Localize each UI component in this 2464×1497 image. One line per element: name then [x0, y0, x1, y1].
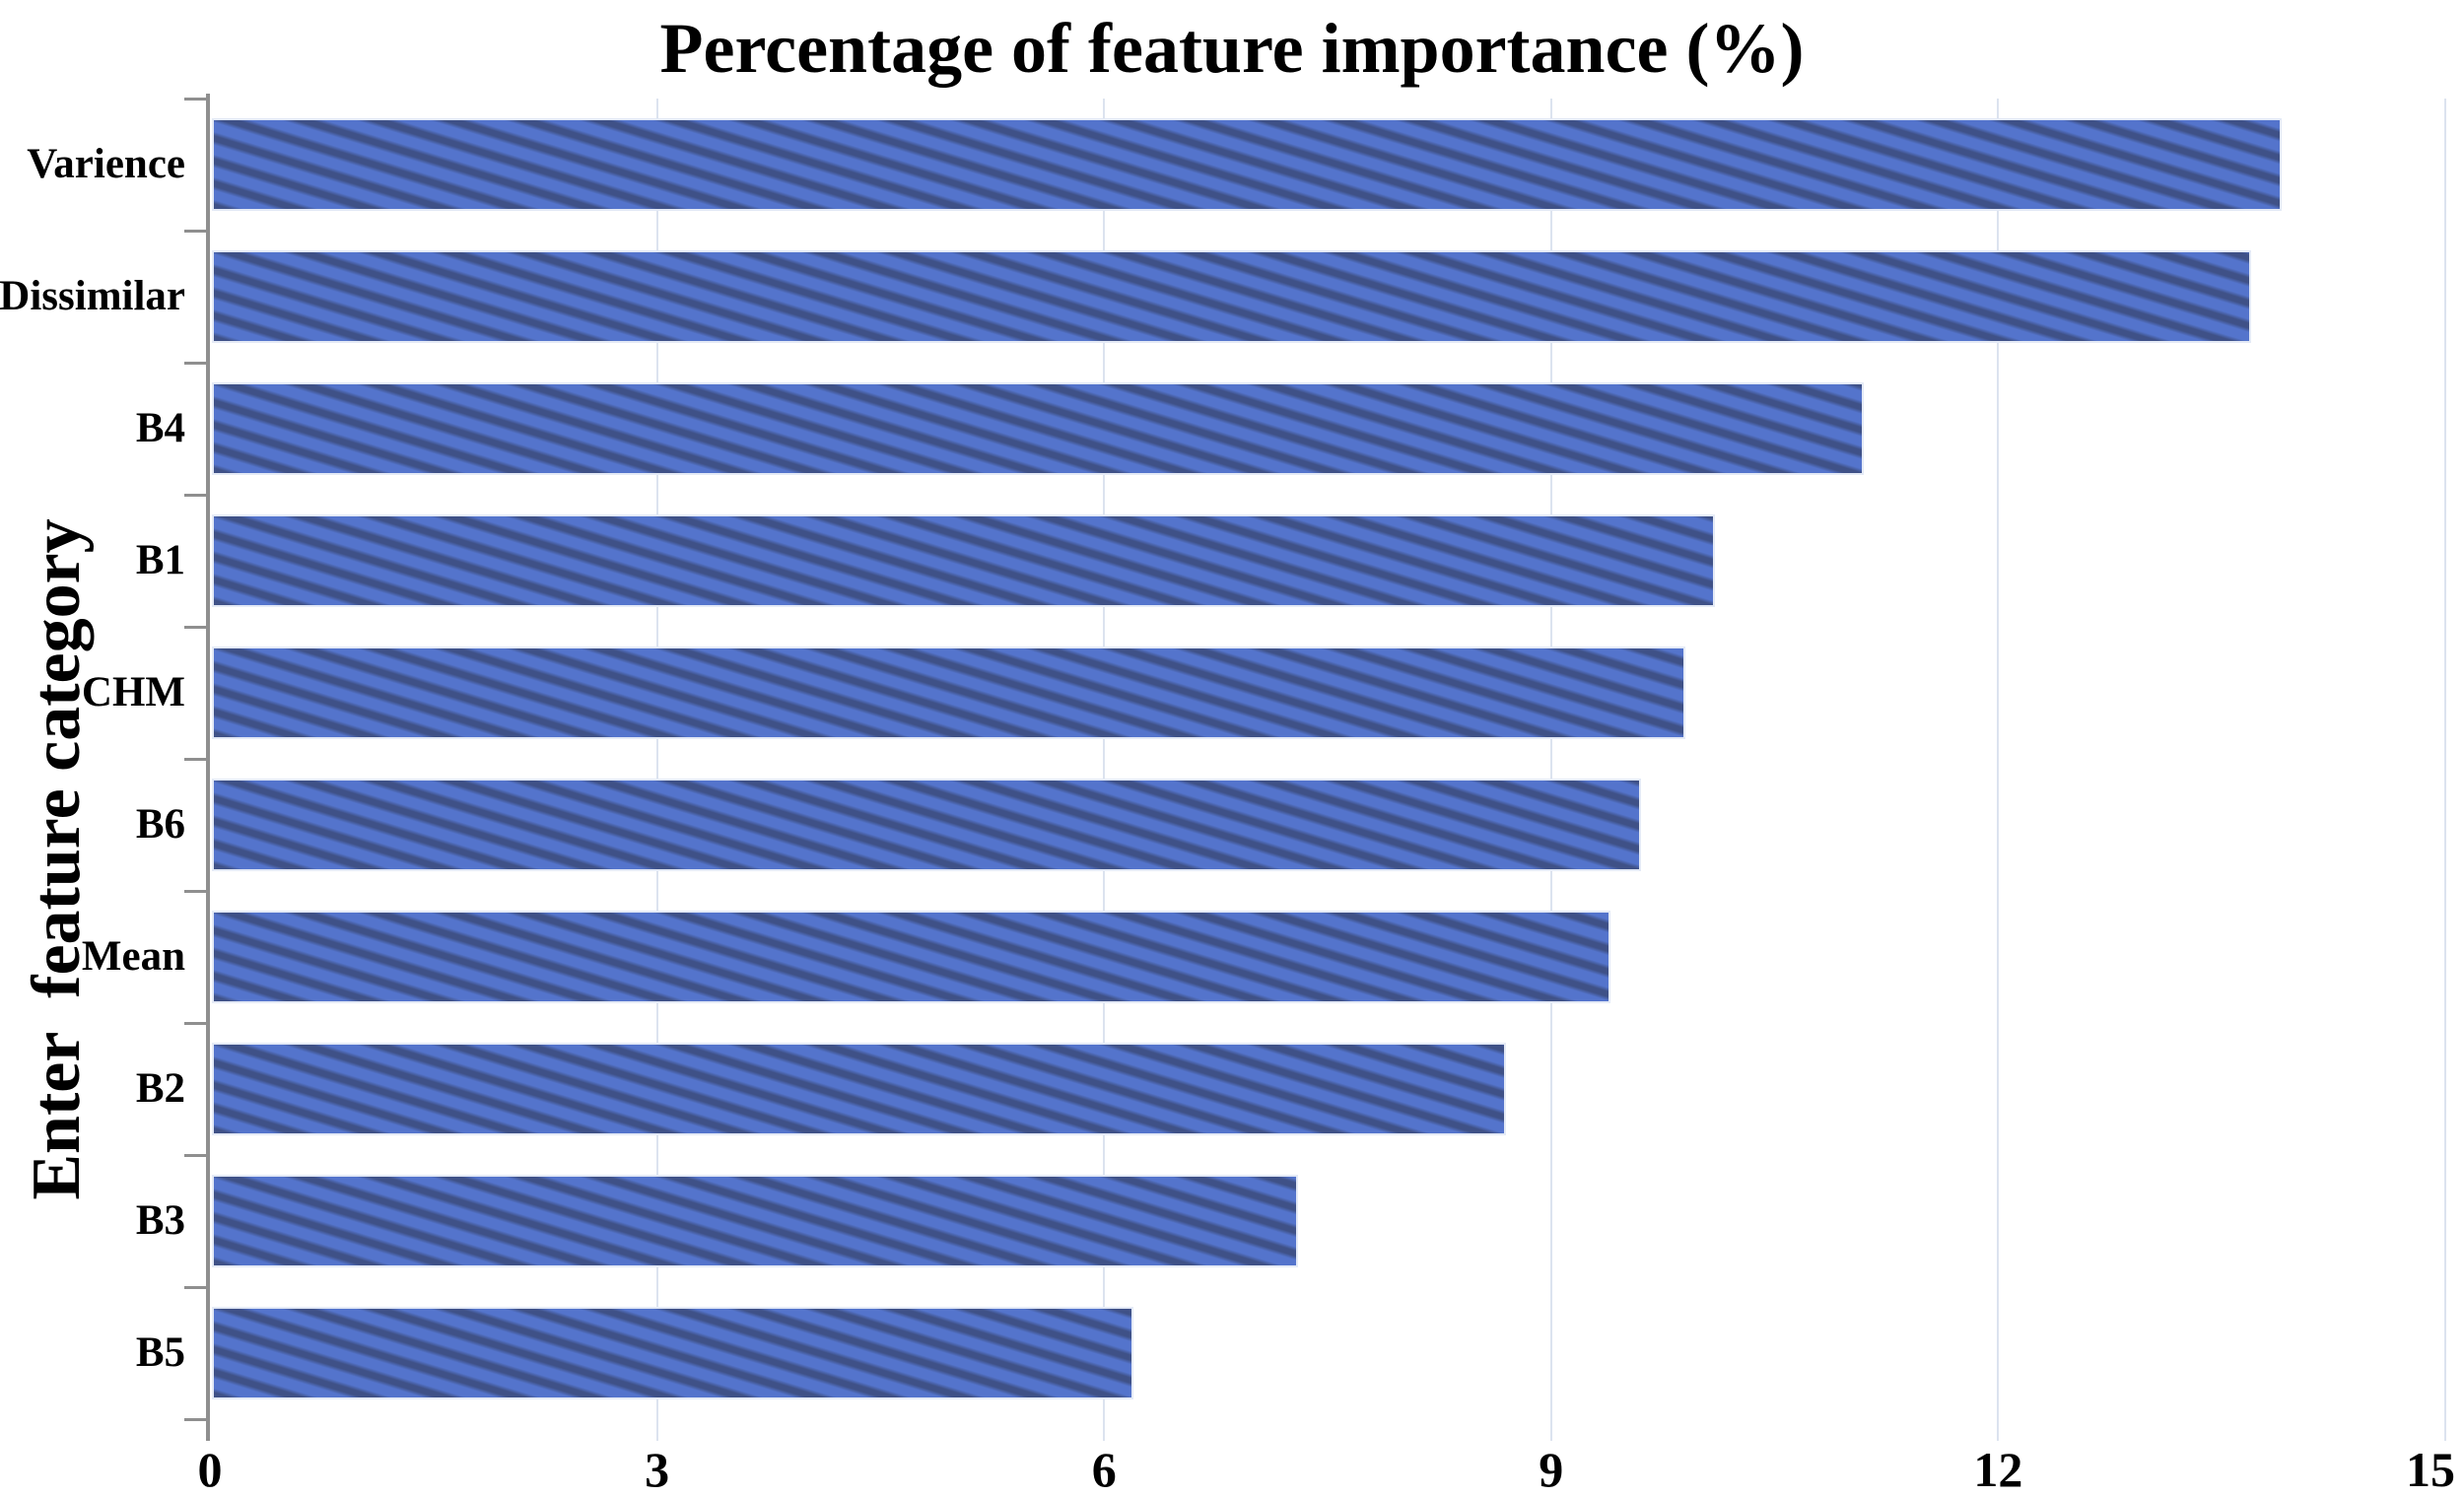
bar-B3	[212, 1175, 1298, 1267]
y-tick-label-Dissimilar: Dissimilar	[0, 273, 185, 319]
chart-title: Percentage of feature importance (%)	[659, 9, 1805, 88]
gridline-x-12	[1997, 99, 2000, 1441]
y-axis-tick	[184, 626, 206, 629]
gridline-x-3	[655, 99, 658, 1441]
y-axis-tick	[184, 1418, 206, 1421]
y-axis-tick	[184, 1154, 206, 1157]
bar-B5	[212, 1307, 1134, 1399]
y-tick-label-B4: B4	[135, 405, 185, 451]
y-tick-label-Varience: Varience	[27, 141, 185, 187]
x-tick-label-9: 9	[1539, 1442, 1564, 1497]
gridline-x-15	[2444, 99, 2446, 1441]
x-tick-label-0: 0	[197, 1442, 223, 1497]
y-tick-label-Mean: Mean	[81, 933, 185, 980]
x-tick-label-6: 6	[1091, 1442, 1117, 1497]
x-tick-label-12: 12	[1973, 1442, 2023, 1497]
y-axis-tick	[184, 1022, 206, 1025]
gridline-x-9	[1549, 99, 1552, 1441]
gridline-x-6	[1103, 99, 1106, 1441]
y-tick-label-CHM: CHM	[81, 669, 185, 715]
y-axis-tick	[184, 890, 206, 893]
y-axis-line	[206, 94, 210, 1441]
y-axis-tick	[184, 1286, 206, 1289]
y-axis-tick	[184, 494, 206, 497]
bar-Mean	[212, 911, 1611, 1003]
bar-CHM	[212, 646, 1685, 739]
y-axis-tick	[184, 758, 206, 761]
y-tick-label-B1: B1	[135, 537, 185, 583]
x-tick-label-3: 3	[645, 1442, 670, 1497]
bar-B6	[212, 779, 1641, 871]
y-tick-label-B5: B5	[135, 1329, 185, 1376]
y-axis-tick	[184, 362, 206, 365]
bar-B4	[212, 382, 1865, 475]
bar-Dissimilar	[212, 250, 2252, 343]
y-tick-label-B6: B6	[135, 801, 185, 848]
y-tick-label-B2: B2	[135, 1065, 185, 1112]
bar-B1	[212, 514, 1716, 607]
y-axis-tick	[184, 230, 206, 233]
bar-Varience	[212, 118, 2282, 211]
x-tick-label-15: 15	[2406, 1442, 2455, 1497]
bar-B2	[212, 1043, 1507, 1135]
y-tick-label-B3: B3	[135, 1197, 185, 1244]
y-axis-tick	[184, 98, 206, 101]
y-axis-title: Enter feature category	[19, 518, 95, 1200]
